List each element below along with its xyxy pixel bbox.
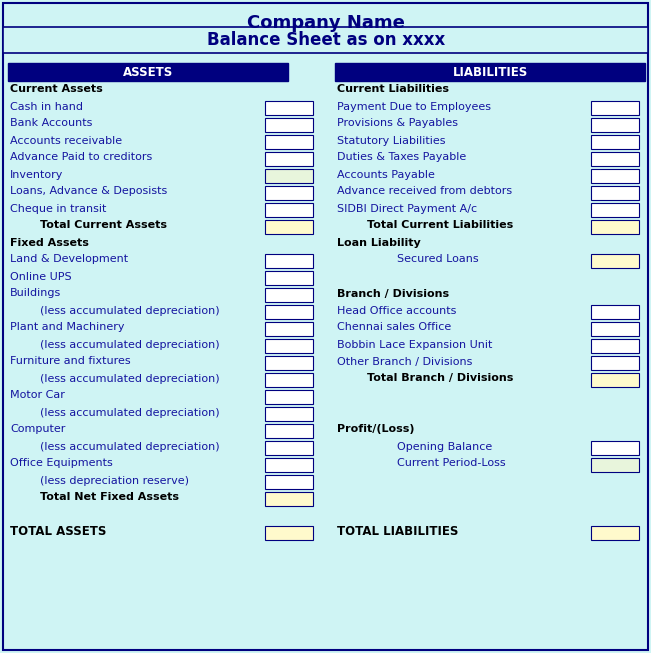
Text: Current Period-Loss: Current Period-Loss xyxy=(397,458,506,468)
Text: (less accumulated depreciation): (less accumulated depreciation) xyxy=(40,306,219,315)
Text: Current Liabilities: Current Liabilities xyxy=(337,84,449,95)
Text: Secured Loans: Secured Loans xyxy=(397,255,478,264)
Bar xyxy=(265,321,313,336)
Bar xyxy=(265,185,313,200)
Text: Motor Car: Motor Car xyxy=(10,390,65,400)
Text: (less accumulated depreciation): (less accumulated depreciation) xyxy=(40,340,219,349)
Bar xyxy=(265,219,313,234)
Text: Provisions & Payables: Provisions & Payables xyxy=(337,118,458,129)
Bar xyxy=(265,526,313,539)
Text: Profit/(Loss): Profit/(Loss) xyxy=(337,424,415,434)
Text: Computer: Computer xyxy=(10,424,65,434)
Bar xyxy=(591,355,639,370)
Bar xyxy=(265,151,313,165)
Text: Inventory: Inventory xyxy=(10,170,63,180)
Bar xyxy=(265,118,313,131)
Text: Total Current Liabilities: Total Current Liabilities xyxy=(367,221,513,231)
Bar xyxy=(591,321,639,336)
Bar xyxy=(265,372,313,387)
Bar xyxy=(265,492,313,505)
Text: (less accumulated depreciation): (less accumulated depreciation) xyxy=(40,441,219,451)
Text: Branch / Divisions: Branch / Divisions xyxy=(337,289,449,298)
Text: Total Net Fixed Assets: Total Net Fixed Assets xyxy=(40,492,179,503)
Text: Accounts Payable: Accounts Payable xyxy=(337,170,435,180)
Bar xyxy=(265,304,313,319)
Text: Statutory Liabilities: Statutory Liabilities xyxy=(337,136,445,146)
Bar xyxy=(265,270,313,285)
Text: Advance Paid to creditors: Advance Paid to creditors xyxy=(10,153,152,163)
Text: Total Branch / Divisions: Total Branch / Divisions xyxy=(367,374,514,383)
Text: Fixed Assets: Fixed Assets xyxy=(10,238,89,247)
Text: Online UPS: Online UPS xyxy=(10,272,72,281)
Text: Other Branch / Divisions: Other Branch / Divisions xyxy=(337,357,473,366)
Text: Plant and Machinery: Plant and Machinery xyxy=(10,323,124,332)
Text: TOTAL ASSETS: TOTAL ASSETS xyxy=(10,525,106,538)
Text: Office Equipments: Office Equipments xyxy=(10,458,113,468)
Text: Bank Accounts: Bank Accounts xyxy=(10,118,92,129)
Text: Balance Sheet as on xxxx: Balance Sheet as on xxxx xyxy=(207,31,445,49)
Bar xyxy=(265,355,313,370)
Bar xyxy=(265,424,313,438)
Text: SIDBI Direct Payment A/c: SIDBI Direct Payment A/c xyxy=(337,204,477,214)
Text: Current Assets: Current Assets xyxy=(10,84,103,95)
Bar xyxy=(591,118,639,131)
Bar xyxy=(265,458,313,471)
Bar xyxy=(265,101,313,114)
Text: ASSETS: ASSETS xyxy=(123,65,173,78)
Text: TOTAL LIABILITIES: TOTAL LIABILITIES xyxy=(337,525,458,538)
Bar xyxy=(591,168,639,182)
Bar xyxy=(591,304,639,319)
Text: Chennai sales Office: Chennai sales Office xyxy=(337,323,451,332)
Bar xyxy=(591,458,639,471)
Bar xyxy=(591,219,639,234)
Bar xyxy=(591,253,639,268)
Text: (less depreciation reserve): (less depreciation reserve) xyxy=(40,475,189,485)
Bar xyxy=(591,526,639,539)
Text: Advance received from debtors: Advance received from debtors xyxy=(337,187,512,197)
Bar xyxy=(591,185,639,200)
Text: Accounts receivable: Accounts receivable xyxy=(10,136,122,146)
Text: Buildings: Buildings xyxy=(10,289,61,298)
Bar xyxy=(591,202,639,217)
Bar xyxy=(265,287,313,302)
Text: Duties & Taxes Payable: Duties & Taxes Payable xyxy=(337,153,466,163)
Text: Bobbin Lace Expansion Unit: Bobbin Lace Expansion Unit xyxy=(337,340,492,349)
Bar xyxy=(265,338,313,353)
Text: (less accumulated depreciation): (less accumulated depreciation) xyxy=(40,407,219,417)
Bar xyxy=(3,27,648,53)
Bar xyxy=(265,475,313,488)
Bar xyxy=(591,338,639,353)
Text: Land & Development: Land & Development xyxy=(10,255,128,264)
Bar xyxy=(591,101,639,114)
Bar xyxy=(591,151,639,165)
Bar xyxy=(8,63,288,81)
Text: (less accumulated depreciation): (less accumulated depreciation) xyxy=(40,374,219,383)
Text: LIABILITIES: LIABILITIES xyxy=(452,65,527,78)
Bar xyxy=(591,135,639,148)
Text: Cheque in transit: Cheque in transit xyxy=(10,204,106,214)
Text: Company Name: Company Name xyxy=(247,14,405,32)
Bar xyxy=(265,202,313,217)
Bar xyxy=(265,389,313,404)
Bar xyxy=(335,63,645,81)
Bar xyxy=(265,441,313,454)
Text: Loan Liability: Loan Liability xyxy=(337,238,421,247)
Bar xyxy=(591,441,639,454)
Bar xyxy=(265,407,313,421)
Text: Head Office accounts: Head Office accounts xyxy=(337,306,456,315)
Text: Payment Due to Employees: Payment Due to Employees xyxy=(337,101,491,112)
Text: Total Current Assets: Total Current Assets xyxy=(40,221,167,231)
Bar xyxy=(591,372,639,387)
Text: Cash in hand: Cash in hand xyxy=(10,101,83,112)
Text: Loans, Advance & Deposists: Loans, Advance & Deposists xyxy=(10,187,167,197)
Bar xyxy=(265,253,313,268)
Text: Opening Balance: Opening Balance xyxy=(397,441,492,451)
Bar xyxy=(265,135,313,148)
Bar xyxy=(265,168,313,182)
Text: Furniture and fixtures: Furniture and fixtures xyxy=(10,357,131,366)
